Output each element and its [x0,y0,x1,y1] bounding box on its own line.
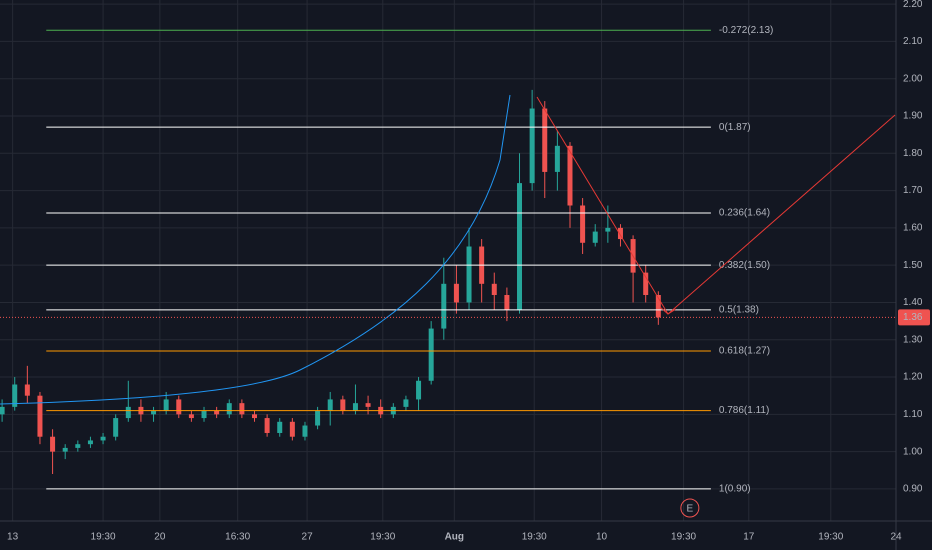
y-tick-label: 1.80 [903,148,923,159]
y-tick-label: 1.20 [903,372,923,383]
y-tick-label: 1.50 [903,260,923,271]
candle-body [62,447,68,452]
candle-body [580,205,586,243]
candle-body [554,145,560,172]
candle-body [12,384,18,407]
last-price-box [898,309,930,326]
candle-body [302,425,308,437]
candle-body [403,399,409,407]
candle-body [289,421,295,437]
arrow-head [659,306,677,315]
candle-body [24,384,30,396]
candle-body [100,436,106,441]
candle-body [264,418,270,433]
plot: -0.272(2.13) 0(1.87) 0.236(1.64) 0.382(1.50… [0,25,773,495]
candle-body [352,403,358,411]
candle-body [428,328,434,381]
candle-body [441,283,447,329]
x-tick-label: 19:30 [91,532,116,543]
fib-label: 0.236(1.64) [719,208,770,219]
candle-body [151,410,157,415]
x-tick-label: 20 [154,532,166,543]
candle-body [592,231,598,243]
candle-body [315,410,321,426]
candle-body [453,283,459,303]
fib-label: 1(0.90) [719,484,751,495]
x-tick-label: 17 [743,532,755,543]
candle-body [125,406,131,419]
grid [0,0,897,521]
y-tick-label: 1.60 [903,223,923,234]
curve-drawing [0,94,511,405]
candle-body [491,283,497,295]
candle-body [50,436,56,452]
x-tick-label: 19:30 [522,532,547,543]
y-tick-label: 0.90 [903,484,923,495]
fib-label: -0.272(2.13) [719,25,773,36]
candle-body [617,227,623,240]
candle-body [188,414,194,419]
x-tick-label: 27 [302,532,314,543]
candle-body [655,294,661,318]
candle-body [75,444,81,448]
fib-label: 0(1.87) [719,122,751,133]
fib-label: 0.786(1.11) [719,405,769,416]
candle-body [87,440,93,445]
candle-body [340,399,346,411]
candle-body [466,246,472,303]
y-tick-label: 1.00 [903,446,923,457]
candle-body [113,418,119,437]
candle-body [529,108,535,184]
candle-body [37,395,43,437]
y-tick-label: 1.10 [903,409,923,420]
candle-body [176,399,182,415]
x-tick-label: 13 [7,532,19,543]
candle-body [277,421,283,433]
x-tick-label: 10 [596,532,608,543]
y-tick-label: 2.00 [903,73,923,84]
y-tick-label: 1.40 [903,297,923,308]
candle-body [226,403,232,415]
candle-body [517,183,523,310]
candle-body [504,294,510,310]
x-tick-label: Aug [445,532,464,543]
event-marker [680,498,700,518]
y-tick-label: 1.90 [903,111,923,122]
y-tick-label: 2.10 [903,36,923,47]
x-tick-label: 19:30 [671,532,696,543]
y-tick-label: 1.70 [903,185,923,196]
candle-body [201,410,207,419]
candle-body [214,410,220,415]
x-tick-label: 16:30 [225,532,250,543]
x-tick-label: 19:30 [818,532,843,543]
candle-body [239,403,245,415]
fib-label: 0.618(1.27) [719,346,770,357]
fib-label: 0.5(1.38) [719,305,759,316]
x-tick-label: 19:30 [370,532,395,543]
event-label: E [687,504,694,515]
candle-body [567,145,573,206]
last-price-label: 1.36 [903,312,923,323]
candle-body [605,227,611,232]
candle-body [0,406,5,415]
y-tick-label: 2.20 [903,0,923,10]
candle-body [416,380,422,400]
x-tick-label: 24 [890,532,902,543]
candle-body [327,399,333,411]
candle-body [365,403,371,407]
fib-label: 0.382(1.50) [719,260,770,271]
candle-body [163,399,169,411]
y-tick-label: 1.30 [903,334,923,345]
candle-body [643,272,649,295]
candle-body [542,108,548,172]
candle-body [251,414,257,419]
